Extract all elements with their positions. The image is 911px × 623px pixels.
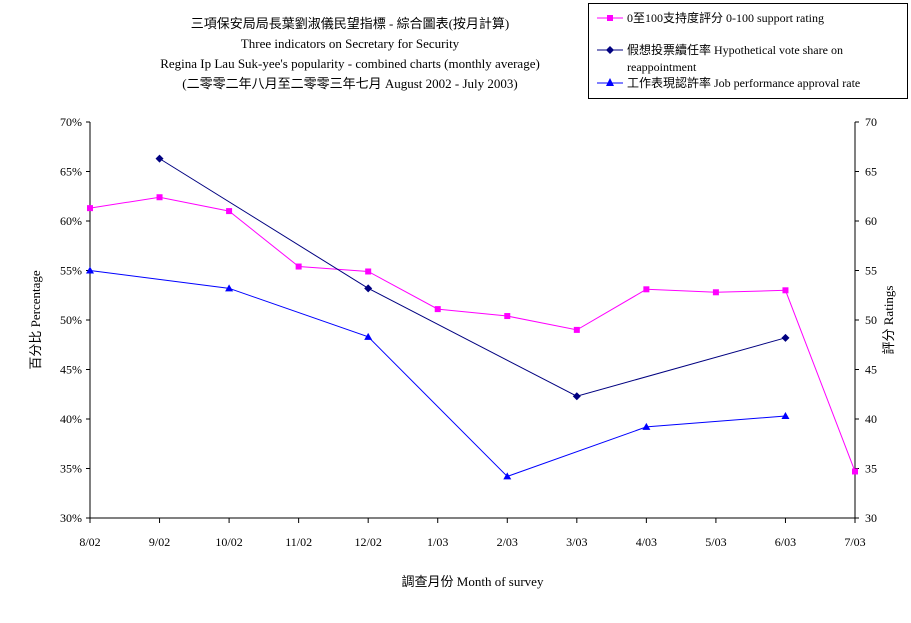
y-tick-label: 40% <box>60 412 82 426</box>
y-tick-label: 45% <box>60 363 82 377</box>
data-point-square <box>365 268 372 275</box>
data-point-diamond <box>364 284 373 293</box>
legend-label-approval-rate: 工作表現認許率 Job performance approval rate <box>627 76 861 90</box>
legend: 0至100支持度評分 0-100 support rating 假想投票續任率 … <box>588 3 908 99</box>
y2-tick-label: 35 <box>865 462 877 476</box>
data-point-triangle <box>503 472 512 480</box>
legend-label-support-rating: 0至100支持度評分 0-100 support rating <box>627 11 824 25</box>
data-point-diamond <box>155 154 164 163</box>
data-point-triangle <box>86 266 94 274</box>
triangle-marker-icon <box>597 78 623 86</box>
data-point-square <box>156 194 163 201</box>
y-tick-label: 50% <box>60 313 82 327</box>
series-line-0 <box>89 196 856 472</box>
y2-tick-label: 50 <box>865 313 877 327</box>
data-point-square <box>573 326 580 333</box>
y2-tick-label: 70 <box>865 115 877 129</box>
chart-title: 三項保安局局長葉劉淑儀民望指標 - 綜合圖表(按月計算) Three indic… <box>120 14 580 94</box>
x-tick-label: 4/03 <box>636 535 657 549</box>
data-point-square <box>226 208 233 215</box>
data-point-triangle <box>642 422 651 430</box>
data-point-triangle <box>781 412 790 420</box>
y-tick-label: 55% <box>60 264 82 278</box>
y2-tick-label: 60 <box>865 214 877 228</box>
x-tick-label: 10/02 <box>215 535 242 549</box>
y2-tick-label: 30 <box>865 511 877 525</box>
y-tick-label: 35% <box>60 462 82 476</box>
square-marker-icon <box>597 15 623 21</box>
data-point-square <box>295 263 302 270</box>
y-tick-label: 30% <box>60 511 82 525</box>
data-point-square <box>504 313 511 320</box>
y2-tick-label: 40 <box>865 412 877 426</box>
data-point-square <box>852 468 858 475</box>
series-line-1 <box>159 158 786 397</box>
y2-tick-label: 45 <box>865 363 877 377</box>
data-point-square <box>712 289 719 296</box>
x-tick-label: 6/03 <box>775 535 796 549</box>
y-tick-label: 70% <box>60 115 82 129</box>
data-point-triangle <box>225 284 234 292</box>
x-tick-label: 3/03 <box>566 535 587 549</box>
y2-tick-label: 55 <box>865 264 877 278</box>
x-tick-label: 5/03 <box>705 535 726 549</box>
x-tick-label: 7/03 <box>844 535 865 549</box>
legend-label-vote-share: 假想投票續任率 Hypothetical vote share on reapp… <box>627 43 843 74</box>
data-point-square <box>434 306 441 313</box>
title-line-4: (二零零二年八月至二零零三年七月 August 2002 - July 2003… <box>182 76 518 91</box>
diamond-marker-icon <box>597 46 623 54</box>
data-point-square <box>782 287 789 294</box>
x-axis-title: 調查月份 Month of survey <box>402 574 544 589</box>
y-axis-title: 百分比 Percentage <box>28 270 43 370</box>
data-point-diamond <box>781 333 790 342</box>
y2-axis-title: 評分 Ratings <box>881 286 896 355</box>
title-line-1: 三項保安局局長葉劉淑儀民望指標 - 綜合圖表(按月計算) <box>190 16 510 31</box>
data-point-diamond <box>572 392 581 401</box>
x-tick-label: 11/02 <box>285 535 312 549</box>
y-tick-label: 65% <box>60 165 82 179</box>
x-tick-label: 12/02 <box>355 535 382 549</box>
data-point-triangle <box>364 332 373 340</box>
x-tick-label: 1/03 <box>427 535 448 549</box>
x-tick-label: 2/03 <box>497 535 518 549</box>
x-tick-label: 8/02 <box>79 535 100 549</box>
title-line-2: Three indicators on Secretary for Securi… <box>240 36 460 51</box>
series-line-2 <box>89 270 786 477</box>
y-tick-label: 60% <box>60 214 82 228</box>
data-point-square <box>87 205 93 212</box>
title-line-3: Regina Ip Lau Suk-yee's popularity - com… <box>160 56 540 71</box>
x-tick-label: 9/02 <box>149 535 170 549</box>
y2-tick-label: 65 <box>865 165 877 179</box>
data-point-square <box>643 286 650 293</box>
